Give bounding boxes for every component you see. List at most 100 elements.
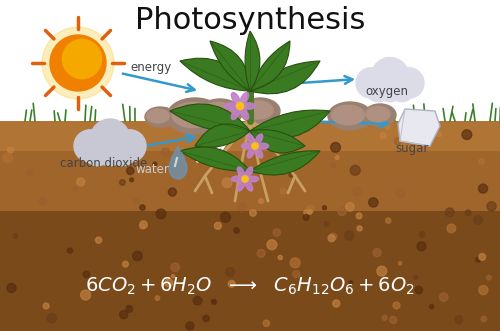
Ellipse shape	[366, 106, 390, 122]
Circle shape	[372, 58, 408, 95]
Circle shape	[186, 322, 194, 330]
Ellipse shape	[246, 181, 252, 191]
Ellipse shape	[202, 102, 234, 122]
Circle shape	[366, 78, 390, 102]
Circle shape	[212, 299, 216, 304]
Circle shape	[74, 187, 78, 191]
Bar	[0, 151, 500, 211]
Circle shape	[293, 131, 297, 135]
Circle shape	[324, 221, 328, 226]
Ellipse shape	[172, 102, 214, 127]
Circle shape	[267, 240, 277, 250]
Ellipse shape	[169, 157, 187, 179]
PathPatch shape	[180, 147, 250, 171]
Circle shape	[356, 68, 386, 98]
Circle shape	[76, 178, 85, 186]
Circle shape	[236, 102, 244, 110]
Circle shape	[349, 281, 352, 284]
Text: Photosynthesis: Photosynthesis	[135, 6, 365, 35]
Ellipse shape	[232, 93, 239, 104]
Circle shape	[447, 224, 456, 233]
Circle shape	[83, 271, 89, 278]
Circle shape	[474, 216, 482, 224]
Text: energy: energy	[130, 61, 172, 73]
Circle shape	[386, 218, 391, 223]
Ellipse shape	[147, 109, 170, 123]
Circle shape	[479, 286, 488, 295]
Circle shape	[331, 163, 336, 168]
Ellipse shape	[248, 134, 254, 144]
Ellipse shape	[332, 105, 364, 125]
Circle shape	[226, 267, 235, 277]
Circle shape	[238, 203, 246, 211]
Circle shape	[120, 180, 125, 185]
Ellipse shape	[256, 134, 262, 144]
Circle shape	[487, 202, 496, 211]
Circle shape	[112, 148, 120, 157]
PathPatch shape	[180, 58, 250, 91]
Ellipse shape	[240, 93, 248, 104]
Ellipse shape	[167, 98, 223, 134]
Ellipse shape	[328, 102, 372, 130]
Circle shape	[3, 153, 13, 163]
Bar	[0, 211, 500, 331]
Circle shape	[353, 187, 361, 196]
Circle shape	[478, 184, 488, 193]
Circle shape	[478, 159, 484, 164]
Circle shape	[289, 172, 294, 177]
Circle shape	[168, 188, 176, 196]
Circle shape	[267, 161, 272, 166]
Circle shape	[415, 286, 422, 294]
Ellipse shape	[248, 148, 254, 158]
Circle shape	[382, 315, 387, 320]
Circle shape	[126, 306, 132, 312]
Circle shape	[436, 132, 442, 137]
Circle shape	[214, 222, 222, 229]
Circle shape	[455, 316, 463, 323]
Circle shape	[50, 35, 106, 91]
Circle shape	[466, 210, 471, 215]
Text: $6CO_2 + 6H_2O$  $\longrightarrow$  $C_6H_{12}O_6 + 6O_2$: $6CO_2 + 6H_2O$ $\longrightarrow$ $C_6H_…	[85, 275, 415, 297]
Circle shape	[43, 303, 49, 309]
Circle shape	[220, 213, 230, 222]
Circle shape	[333, 300, 340, 307]
PathPatch shape	[245, 31, 260, 91]
Circle shape	[486, 275, 492, 280]
Ellipse shape	[224, 103, 237, 109]
Circle shape	[90, 119, 130, 159]
Ellipse shape	[238, 181, 244, 191]
PathPatch shape	[195, 124, 250, 147]
Circle shape	[162, 165, 167, 170]
Circle shape	[280, 188, 286, 194]
Circle shape	[252, 143, 258, 149]
PathPatch shape	[250, 110, 330, 138]
Circle shape	[96, 237, 102, 243]
Circle shape	[328, 235, 335, 242]
Circle shape	[479, 254, 486, 260]
Circle shape	[126, 305, 130, 309]
Circle shape	[394, 68, 424, 98]
Circle shape	[330, 233, 337, 240]
Circle shape	[222, 178, 232, 188]
Ellipse shape	[243, 101, 273, 119]
Circle shape	[330, 142, 340, 152]
Circle shape	[290, 258, 300, 268]
Circle shape	[440, 293, 448, 301]
Circle shape	[394, 138, 402, 145]
Circle shape	[68, 248, 72, 253]
Ellipse shape	[198, 99, 242, 127]
Circle shape	[26, 170, 32, 176]
Circle shape	[126, 167, 134, 174]
Circle shape	[153, 162, 157, 166]
Circle shape	[114, 130, 146, 162]
Circle shape	[446, 208, 454, 217]
Circle shape	[344, 231, 354, 240]
Polygon shape	[171, 146, 185, 159]
Circle shape	[400, 134, 409, 144]
Ellipse shape	[232, 108, 239, 119]
Ellipse shape	[242, 103, 256, 109]
Circle shape	[42, 27, 114, 99]
Circle shape	[85, 141, 110, 166]
Circle shape	[462, 130, 472, 140]
Circle shape	[13, 234, 18, 238]
